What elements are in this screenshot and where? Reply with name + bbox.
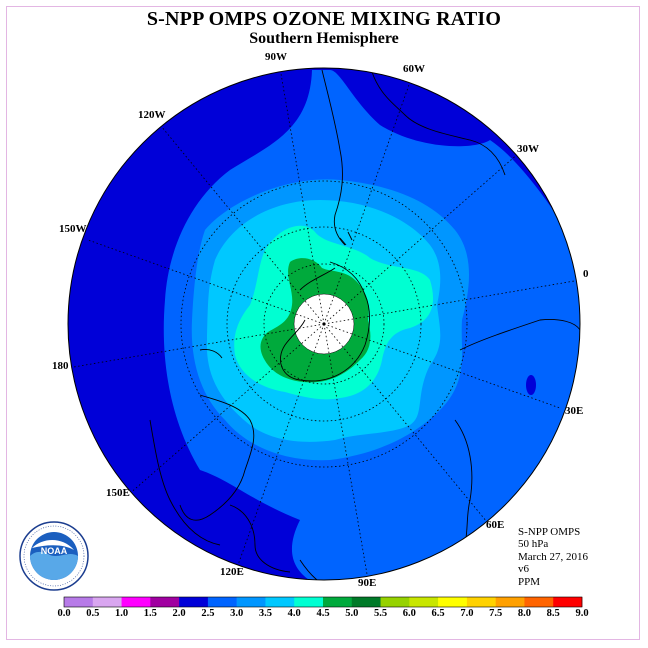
pressure-text: 50 hPa [518, 538, 549, 551]
colorbar-tick-label: 1.5 [143, 608, 157, 619]
lon-label-120e: 120E [220, 566, 244, 578]
lon-label-180: 180 [52, 360, 69, 372]
colorbar-swatch [92, 597, 122, 607]
map-title: S-NPP OMPS OZONE MIXING RATIO [146, 8, 502, 30]
map-subtitle: Southern Hemisphere [249, 30, 399, 47]
colorbar-tick-label: 6.0 [402, 608, 416, 619]
colorbar-swatch [64, 597, 94, 607]
lon-label-120w: 120W [138, 109, 166, 121]
colorbar-tick-label: 9.0 [575, 608, 589, 619]
metadata-block: S-NPP OMPS 50 hPa March 27, 2016 v6 PPM [518, 526, 588, 588]
colorbar-swatch [121, 597, 151, 607]
colorbar [63, 596, 583, 608]
noaa-logo-icon: NOAA [19, 521, 89, 591]
colorbar-swatch [380, 597, 410, 607]
colorbar-tick-label: 8.5 [546, 608, 560, 619]
version-text: v6 [518, 563, 529, 576]
colorbar-tick-label: 3.5 [258, 608, 272, 619]
colorbar-swatch [150, 597, 180, 607]
lon-label-150w: 150W [59, 223, 87, 235]
colorbar-swatch [553, 597, 583, 607]
colorbar-swatch [438, 597, 468, 607]
colorbar-tick-label: 8.0 [517, 608, 531, 619]
svg-text:NOAA: NOAA [41, 546, 68, 556]
colorbar-tick-label: 0.5 [86, 608, 100, 619]
latitude-circles [180, 180, 468, 468]
image-frame [6, 6, 640, 640]
colorbar-tick-label: 3.0 [230, 608, 244, 619]
colorbar-tick-label: 5.0 [345, 608, 359, 619]
colorbar-swatch [524, 597, 554, 607]
lon-label-90e: 90E [358, 577, 377, 589]
map-boundary [67, 67, 581, 581]
coastlines [149, 69, 580, 580]
colorbar-tick-label: 4.5 [316, 608, 330, 619]
colorbar-swatch [207, 597, 237, 607]
colorbar-tick-label: 4.0 [287, 608, 301, 619]
meridians [68, 68, 580, 580]
colorbar-tick-label: 7.5 [489, 608, 503, 619]
units-text: PPM [518, 575, 541, 588]
date-text: March 27, 2016 [518, 550, 588, 563]
lon-label-0: 0 [583, 268, 589, 280]
colorbar-tick-label: 2.5 [201, 608, 215, 619]
colorbar-swatch [179, 597, 209, 607]
colorbar-swatch [409, 597, 439, 607]
colorbar-swatch [236, 597, 266, 607]
colorbar-swatch [351, 597, 381, 607]
colorbar-swatch [495, 597, 525, 607]
colorbar-tick-label: 5.5 [373, 608, 388, 619]
colorbar-tick-label: 2.0 [172, 608, 186, 619]
colorbar-tick-label: 7.0 [460, 608, 474, 619]
colorbar-tick-label: 0.0 [57, 608, 71, 619]
colorbar-tick-label: 1.0 [114, 608, 129, 619]
colorbar-swatch [323, 597, 353, 607]
lon-label-150e: 150E [106, 487, 130, 499]
instrument-text: S-NPP OMPS [518, 526, 581, 538]
lon-label-90w: 90W [265, 51, 287, 63]
lon-label-60e: 60E [486, 519, 505, 531]
colorbar-tick-label: 6.5 [431, 608, 445, 619]
colorbar-swatch [265, 597, 295, 607]
lon-label-30e: 30E [565, 405, 584, 417]
lon-label-60w: 60W [403, 63, 425, 75]
colorbar-swatch [294, 597, 324, 607]
colorbar-swatch [466, 597, 496, 607]
lon-label-30w: 30W [517, 143, 539, 155]
